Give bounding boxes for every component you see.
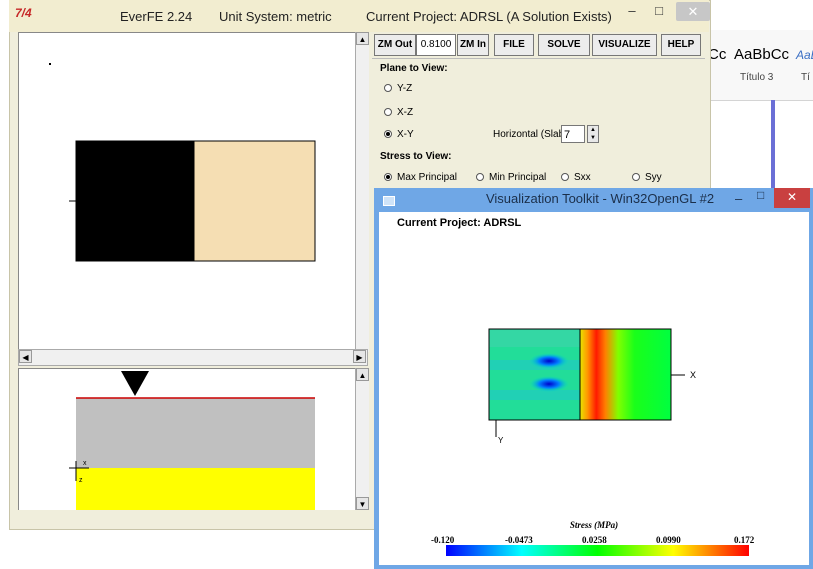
plane-to-view-heading: Plane to View: — [380, 63, 448, 74]
x-axis-label: X — [690, 370, 696, 380]
legend-title: Stress (MPa) — [570, 520, 618, 530]
contour-low-spot — [529, 353, 569, 369]
file-button[interactable]: FILE — [494, 34, 534, 56]
scroll-up-button[interactable]: ▲ — [356, 32, 369, 45]
plane-xy-radio[interactable]: X-Y — [384, 129, 414, 140]
visualize-button[interactable]: VISUALIZE — [592, 34, 657, 56]
legend-tick-label: -0.0473 — [505, 535, 533, 545]
desktop-edge — [0, 0, 9, 569]
plan-view-canvas — [49, 63, 316, 262]
plan-vertical-scrollbar[interactable]: ▲ — [355, 32, 369, 352]
plan-horizontal-scrollbar[interactable]: ◀ ▶ — [18, 349, 368, 366]
main-close-button[interactable]: ✕ — [676, 2, 710, 21]
zoom-in-button[interactable]: ZM In — [457, 34, 489, 56]
toolbar: ZM Out 0.8100 ZM In FILE SOLVE VISUALIZE… — [372, 32, 704, 58]
axis-z-label: z — [79, 477, 83, 484]
main-maximize-button[interactable]: □ — [655, 3, 663, 18]
stress-sxx-label: Sxx — [574, 172, 591, 183]
slab-right-panel — [193, 140, 316, 262]
slab-spinner[interactable]: ▲ ▼ — [587, 125, 599, 143]
section-bottom-layer — [76, 468, 315, 511]
section-top-layer — [76, 398, 315, 468]
stress-contour-plot: X Y Stress (MPa) — [446, 328, 749, 556]
load-marker — [121, 371, 149, 396]
scroll-left-button[interactable]: ◀ — [19, 350, 32, 363]
view-controls-panel: Plane to View: Y-Z X-Z X-Y Horizontal (S… — [372, 58, 705, 194]
zoom-out-button[interactable]: ZM Out — [374, 34, 416, 56]
app-logo-icon: 7/4 — [15, 6, 32, 20]
section-vertical-scrollbar[interactable]: ▲ ▼ — [355, 368, 369, 510]
stress-max-principal-label: Max Principal — [397, 172, 458, 183]
radio-icon — [561, 173, 569, 181]
app-title: EverFE 2.24 — [120, 9, 193, 24]
plane-xz-label: X-Z — [397, 107, 414, 118]
style-name-2: Tí — [801, 72, 810, 83]
slab-left-panel — [75, 140, 195, 262]
plane-yz-radio[interactable]: Y-Z — [384, 83, 412, 94]
contour-band — [489, 329, 580, 347]
status-strip — [18, 510, 368, 526]
legend-tick-label: -0.120 — [431, 535, 455, 545]
background-accent-bar — [771, 100, 775, 195]
style-name-1: Título 3 — [740, 72, 774, 83]
legend-tick-label: 0.172 — [734, 535, 755, 545]
radio-icon — [632, 173, 640, 181]
section-view-pane[interactable]: x z — [18, 368, 358, 512]
contour-band — [489, 390, 580, 400]
plane-xz-radio[interactable]: X-Z — [384, 107, 413, 118]
axis-x-label: x — [83, 460, 87, 467]
plane-xy-label: X-Y — [397, 129, 414, 140]
help-button[interactable]: HELP — [661, 34, 701, 56]
legend-color-bar — [446, 545, 749, 556]
style-sample-1: Cc — [708, 46, 727, 63]
main-minimize-button[interactable]: – — [628, 3, 636, 18]
stress-min-principal-label: Min Principal — [489, 172, 547, 183]
plane-yz-label: Y-Z — [397, 83, 413, 94]
scroll-right-button[interactable]: ▶ — [353, 350, 366, 363]
solve-button[interactable]: SOLVE — [538, 34, 590, 56]
stress-max-principal-radio[interactable]: Max Principal — [384, 172, 457, 183]
vtk-close-button[interactable]: ✕ — [774, 188, 810, 208]
radio-icon — [476, 173, 484, 181]
stress-syy-radio[interactable]: Syy — [632, 172, 662, 183]
radio-icon — [384, 84, 392, 92]
radio-selected-icon — [384, 173, 392, 181]
vtk-project-label: Current Project: ADRSL — [397, 217, 522, 229]
section-view-canvas: x z — [69, 371, 315, 511]
legend-tick-label: 0.0258 — [582, 535, 607, 545]
slab-label: Horizontal (Slab) — [493, 129, 568, 140]
scroll-up-button[interactable]: ▲ — [356, 368, 369, 381]
radio-selected-icon — [384, 130, 392, 138]
radio-icon — [384, 108, 392, 116]
contour-right-slab — [580, 329, 671, 420]
unit-system-label: Unit System: metric — [219, 9, 332, 24]
plan-view-pane[interactable] — [18, 32, 358, 350]
stress-syy-label: Syy — [645, 172, 662, 183]
project-status-label: Current Project: ADRSL (A Solution Exist… — [366, 9, 612, 24]
stress-to-view-heading: Stress to View: — [380, 151, 452, 162]
vtk-minimize-button[interactable]: – — [735, 191, 743, 206]
zoom-input[interactable]: 0.8100 — [416, 34, 456, 56]
y-axis-label: Y — [498, 436, 504, 445]
stress-sxx-radio[interactable]: Sxx — [561, 172, 591, 183]
vtk-window-icon — [383, 196, 395, 206]
main-titlebar[interactable]: 7/4 EverFE 2.24 Unit System: metric Curr… — [9, 0, 709, 32]
vtk-window-title: Visualization Toolkit - Win32OpenGL #2 — [485, 191, 715, 206]
scroll-down-button[interactable]: ▼ — [356, 497, 369, 510]
legend-tick-label: 0.0990 — [656, 535, 681, 545]
style-sample-3: AaB — [796, 48, 813, 62]
contour-low-spot — [529, 376, 569, 392]
background-style-gallery: Cc AaBbCc AaB Título 3 Tí — [700, 30, 813, 101]
stress-min-principal-radio[interactable]: Min Principal — [476, 172, 546, 183]
style-sample-2: AaBbCc — [734, 46, 790, 63]
origin-dot — [49, 63, 51, 65]
vtk-maximize-button[interactable]: □ — [757, 188, 765, 202]
slab-input[interactable]: 7 — [561, 125, 585, 143]
